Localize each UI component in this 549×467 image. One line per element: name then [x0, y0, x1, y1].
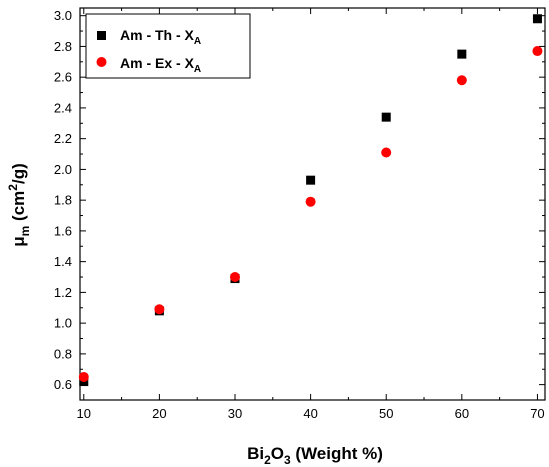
data-points: [78, 14, 543, 387]
data-point-circle: [154, 304, 165, 315]
data-point-circle: [456, 75, 467, 86]
y-tick-label: 2.2: [54, 131, 72, 146]
y-tick-label: 2.0: [54, 162, 72, 177]
x-tick-label: 60: [455, 406, 469, 421]
y-tick-label: 3.0: [54, 8, 72, 23]
data-point-circle: [78, 371, 89, 382]
data-point-square: [532, 14, 542, 24]
x-tick-label: 50: [379, 406, 393, 421]
legend-label-am-th: Am - Th - XA: [120, 27, 201, 47]
data-point-circle: [532, 46, 543, 57]
y-tick-label: 1.2: [54, 285, 72, 300]
x-tick-label: 70: [530, 406, 544, 421]
legend-label-am-ex: Am - Ex - XA: [120, 55, 201, 75]
legend: Am - Th - XA Am - Ex - XA: [85, 13, 251, 79]
y-axis-title: μm (cm2/g): [6, 163, 32, 247]
y-tick-label: 2.4: [54, 100, 72, 115]
data-point-circle: [381, 147, 392, 158]
data-point-circle: [230, 272, 240, 283]
legend-marker-square: [97, 31, 106, 40]
y-tick-label: 2.6: [54, 70, 72, 85]
x-tick-label: 10: [77, 406, 91, 421]
data-point-square: [457, 49, 467, 59]
data-point-square: [381, 112, 391, 122]
y-tick-label: 0.8: [54, 346, 72, 361]
y-tick-label: 1.8: [54, 193, 72, 208]
data-point-circle: [305, 196, 316, 207]
y-tick-label: 2.8: [54, 39, 72, 54]
plot-frame: [79, 7, 546, 401]
x-axis-title: Bi2O3 (Weight %): [247, 444, 383, 467]
y-tick-label: 1.6: [54, 223, 72, 238]
x-tick-label: 20: [152, 406, 166, 421]
data-point-square: [306, 175, 316, 185]
x-tick-label: 30: [228, 406, 242, 421]
y-axis: 0.6 0.8 1.0 1.2 1.4 1.6 1.8 2.0 2.2 2.4 2.6 2.8 3.0: [54, 8, 545, 392]
legend-box: [85, 13, 251, 79]
x-axis: 10 20 30 40 50 60 70: [77, 8, 545, 421]
y-tick-label: 1.0: [54, 316, 72, 331]
y-tick-label: 1.4: [54, 254, 72, 269]
x-tick-label: 40: [303, 406, 317, 421]
legend-marker-circle: [96, 57, 107, 67]
y-tick-label: 0.6: [54, 377, 72, 392]
